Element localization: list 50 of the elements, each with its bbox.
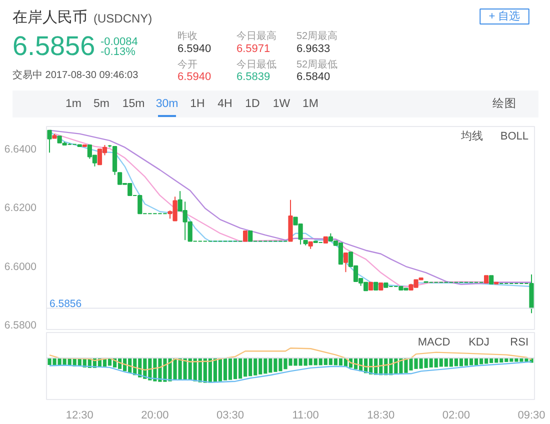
text: 绘图 (492, 97, 516, 110)
text: 交易中 2017-08-30 09:46:03 (12, 69, 139, 81)
text: 5m (94, 98, 110, 110)
text: 6.5940 (178, 71, 212, 83)
x-tick-label: 18:30 (367, 410, 395, 422)
y-tick-label: 6.6200 (4, 202, 37, 214)
text: + 自选 (488, 10, 520, 22)
annotation: BOLL (500, 130, 529, 142)
candlestick (243, 230, 248, 242)
text: 今日最高 (236, 30, 276, 42)
text: 30m (156, 98, 178, 110)
candlestick (47, 130, 52, 154)
x-tick-label: 12:30 (66, 410, 94, 422)
text: 1H (190, 98, 205, 110)
text: 1m (66, 98, 82, 110)
x-tick-label: 02:00 (442, 410, 470, 422)
text: 6.5940 (178, 43, 212, 55)
text: -0.13% (100, 46, 136, 58)
text: 6.5839 (236, 71, 270, 83)
y-tick-label: 6.6000 (4, 260, 37, 273)
text: 52周最低 (296, 60, 338, 70)
text: 6.5971 (236, 43, 270, 55)
text: 6.5856 (12, 31, 96, 61)
text: 今日最低 (236, 58, 276, 70)
ref-line-label: 6.5856 (50, 298, 82, 310)
text: 昨收 (178, 30, 198, 42)
text: 1M (302, 98, 318, 110)
text: 6.5840 (296, 71, 330, 83)
text: 52周最高 (296, 30, 338, 42)
candlestick (343, 252, 348, 273)
y-tick-label: 6.6400 (4, 144, 37, 156)
candlestick (248, 230, 253, 242)
text: 1W (272, 98, 290, 110)
annotation: KDJ (468, 336, 490, 348)
annotation: RSI (510, 336, 529, 348)
text: 今开 (178, 58, 198, 70)
text: 6.9633 (296, 43, 330, 55)
text: -0.0084 (100, 36, 138, 48)
text: 4H (218, 98, 232, 110)
text: 15m (122, 98, 145, 110)
x-tick-label: 03:30 (216, 410, 244, 422)
annotation: MACD (418, 336, 450, 348)
x-tick-label: 11:00 (292, 410, 319, 422)
text: 1D (245, 98, 260, 110)
text: 在岸人民币 (12, 9, 88, 26)
annotation: 均线 (460, 130, 483, 142)
text: (USDCNY) (94, 12, 152, 26)
x-tick-label: 20:00 (141, 410, 169, 422)
y-tick-label: 6.5800 (4, 320, 37, 332)
x-tick-label: 09:30 (518, 410, 546, 422)
